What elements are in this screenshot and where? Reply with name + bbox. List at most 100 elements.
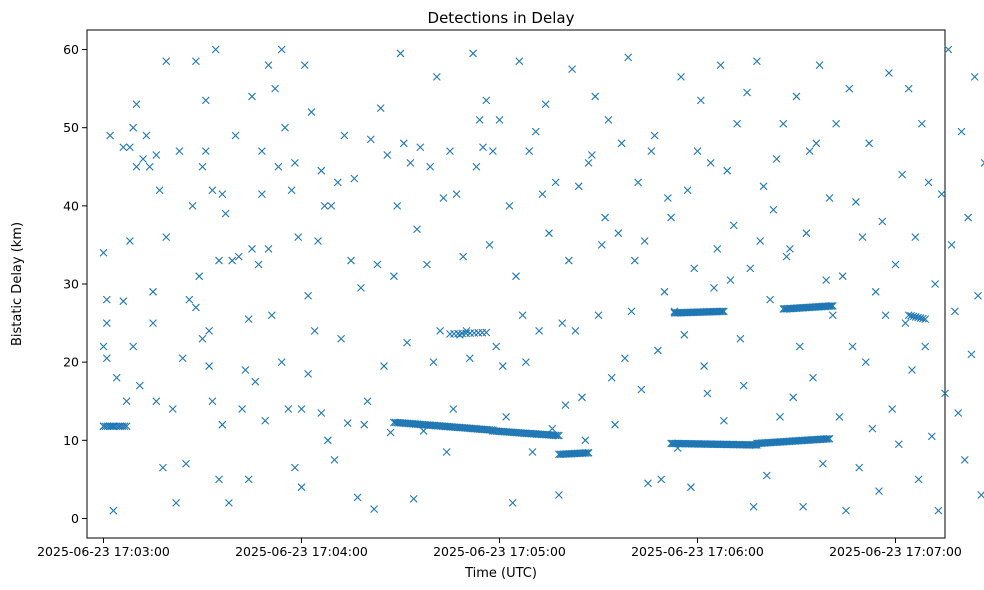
data-point bbox=[581, 449, 590, 457]
y-tick-label: 50 bbox=[63, 120, 79, 135]
data-point bbox=[723, 166, 732, 175]
data-point bbox=[970, 73, 979, 81]
data-point bbox=[568, 65, 576, 73]
data-point bbox=[168, 405, 177, 413]
data-point bbox=[720, 416, 728, 425]
data-point bbox=[819, 459, 827, 468]
data-point bbox=[126, 143, 134, 152]
data-point bbox=[868, 424, 877, 433]
data-point bbox=[472, 162, 481, 171]
data-point bbox=[439, 194, 448, 202]
data-point bbox=[380, 362, 388, 370]
data-point bbox=[152, 397, 161, 406]
data-point bbox=[911, 313, 920, 321]
data-point bbox=[782, 252, 791, 261]
data-point bbox=[918, 119, 926, 128]
data-point bbox=[129, 123, 138, 132]
data-point bbox=[545, 229, 553, 238]
data-point bbox=[459, 252, 468, 261]
data-point bbox=[604, 115, 613, 124]
data-point bbox=[827, 302, 836, 310]
data-point bbox=[340, 131, 349, 140]
data-point bbox=[482, 96, 491, 105]
data-point bbox=[591, 92, 600, 101]
data-point bbox=[498, 362, 507, 370]
data-point bbox=[845, 84, 854, 93]
data-point bbox=[911, 233, 920, 241]
data-point bbox=[703, 389, 712, 398]
data-point bbox=[145, 162, 154, 171]
data-point bbox=[729, 221, 738, 230]
data-point bbox=[660, 287, 669, 296]
data-point bbox=[238, 405, 246, 413]
data-point bbox=[779, 119, 788, 128]
data-point bbox=[746, 264, 755, 273]
data-point bbox=[99, 342, 108, 351]
data-point bbox=[584, 158, 593, 167]
data-point bbox=[634, 178, 642, 187]
data-point bbox=[360, 420, 369, 429]
data-point bbox=[218, 190, 227, 199]
data-point bbox=[749, 502, 758, 511]
data-point bbox=[766, 295, 774, 304]
data-point bbox=[225, 498, 233, 507]
data-point bbox=[205, 362, 213, 370]
data-point bbox=[588, 151, 596, 159]
data-point bbox=[918, 314, 927, 323]
data-point bbox=[941, 389, 949, 398]
data-points bbox=[99, 45, 984, 515]
data-point bbox=[258, 190, 266, 199]
data-point bbox=[370, 505, 378, 513]
data-point bbox=[832, 119, 840, 128]
data-point bbox=[974, 291, 982, 300]
data-point bbox=[320, 201, 329, 210]
data-point bbox=[861, 358, 870, 367]
data-point bbox=[102, 319, 111, 327]
data-point bbox=[706, 158, 715, 167]
data-point bbox=[489, 147, 497, 156]
data-point bbox=[647, 147, 656, 156]
data-point bbox=[350, 174, 359, 183]
data-point bbox=[535, 327, 543, 335]
data-point bbox=[172, 498, 180, 507]
x-tick-label: 2025-06-23 17:03:00 bbox=[37, 544, 170, 559]
data-point bbox=[881, 311, 890, 320]
data-point bbox=[185, 295, 194, 304]
data-point bbox=[878, 217, 887, 226]
data-point bbox=[696, 96, 705, 105]
data-point bbox=[502, 412, 510, 421]
data-point bbox=[736, 334, 745, 343]
data-point bbox=[182, 459, 190, 468]
data-point bbox=[403, 338, 411, 347]
data-point bbox=[667, 213, 675, 222]
data-point bbox=[215, 475, 223, 484]
data-point bbox=[492, 342, 501, 351]
data-point bbox=[333, 178, 342, 187]
data-point bbox=[584, 448, 593, 457]
data-point bbox=[828, 301, 837, 310]
data-point bbox=[317, 409, 326, 417]
data-point bbox=[901, 319, 910, 327]
data-point bbox=[390, 272, 398, 281]
data-point bbox=[149, 287, 157, 296]
data-point bbox=[921, 315, 930, 324]
data-point bbox=[442, 448, 451, 456]
data-point bbox=[581, 436, 590, 445]
y-tick-label: 10 bbox=[63, 433, 79, 448]
data-point bbox=[967, 350, 976, 359]
data-point bbox=[650, 131, 659, 140]
data-point bbox=[838, 272, 847, 281]
data-point bbox=[373, 260, 382, 269]
data-point bbox=[244, 315, 253, 324]
data-point bbox=[261, 416, 270, 425]
data-point bbox=[717, 307, 725, 316]
data-point bbox=[271, 84, 279, 93]
data-point bbox=[739, 381, 748, 390]
data-point bbox=[693, 147, 702, 156]
data-point bbox=[198, 162, 207, 171]
data-point bbox=[211, 45, 220, 54]
data-point bbox=[192, 57, 200, 66]
data-point bbox=[624, 53, 633, 62]
data-point bbox=[304, 291, 312, 300]
